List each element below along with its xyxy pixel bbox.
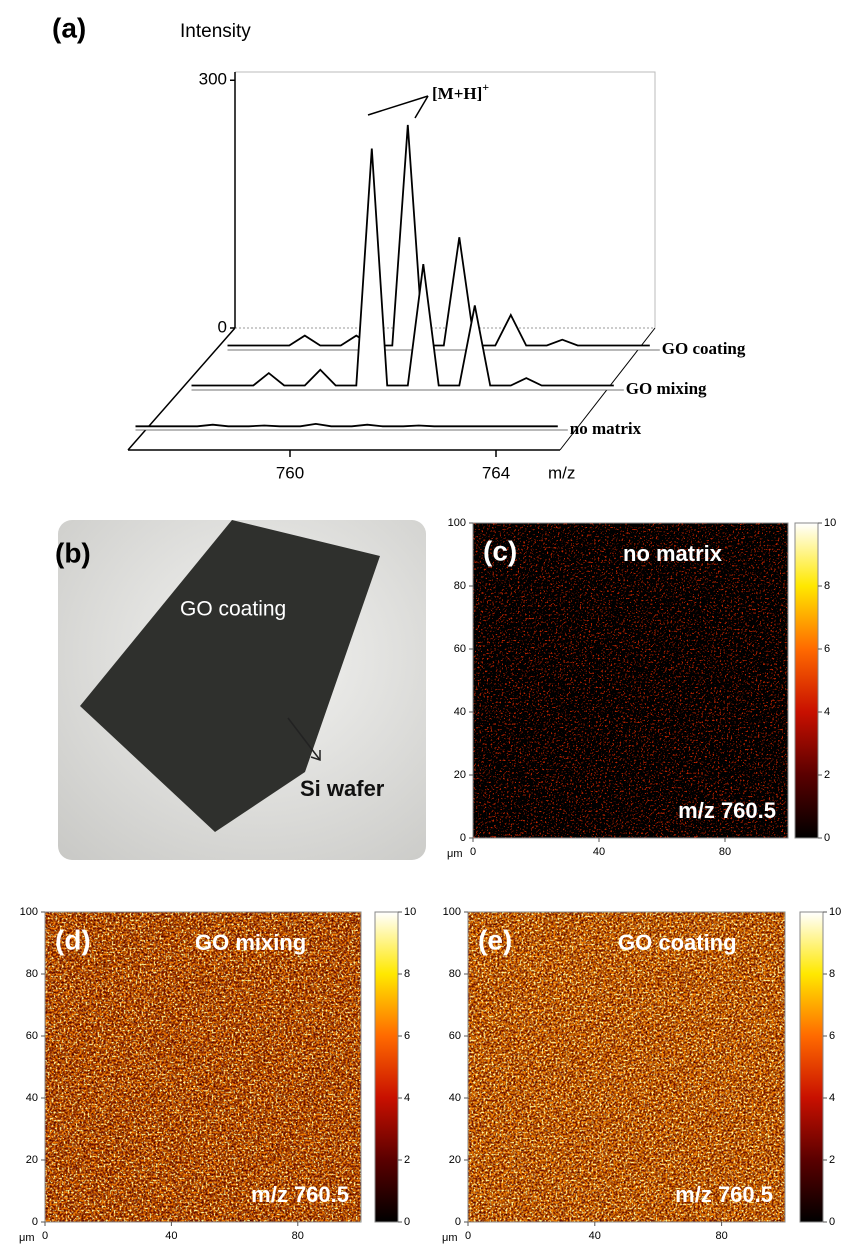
x-tick-label: 80 xyxy=(292,1230,304,1242)
colorbar-tick-label: 0 xyxy=(404,1216,410,1228)
photo-label: Si wafer xyxy=(300,776,385,801)
x-tick-label: 80 xyxy=(719,846,731,858)
y-tick-label: 40 xyxy=(454,706,466,718)
arrow-head xyxy=(310,750,321,762)
colorbar-tick-label: 0 xyxy=(829,1216,835,1228)
back-frame xyxy=(235,71,656,328)
wafer xyxy=(80,520,380,832)
photo-panel: (b) GO coating Si wafer xyxy=(55,520,426,860)
y-tick-label: 20 xyxy=(454,769,466,781)
plot-frame xyxy=(472,522,789,839)
plot-frame xyxy=(44,911,362,1223)
y-tick-label: 0 xyxy=(32,1216,38,1228)
heatmap-annotation: m/z 760.5 xyxy=(678,798,776,823)
colorbar xyxy=(799,911,824,1223)
heatmap-image xyxy=(45,912,361,1222)
colorbar-tick-label: 10 xyxy=(824,517,836,529)
colorbar-tick-label: 8 xyxy=(824,580,830,592)
annotation-pointer xyxy=(367,95,429,116)
trace-shade xyxy=(227,125,650,350)
colorbar-tick-label: 0 xyxy=(824,832,830,844)
y-tick-label: 100 xyxy=(448,517,466,529)
colorbar-tick-label: 2 xyxy=(829,1154,835,1166)
annotation: [M+H]+ xyxy=(432,80,489,103)
colorbar-tick-label: 8 xyxy=(829,968,835,980)
x-tick-label: 40 xyxy=(593,846,605,858)
colorbar xyxy=(794,522,819,839)
series-label: GO coating xyxy=(662,339,746,358)
colorbar-tick-label: 10 xyxy=(404,906,416,918)
arrow xyxy=(287,717,321,761)
colorbar-tick-label: 6 xyxy=(404,1030,410,1042)
heatmap-image xyxy=(473,523,788,838)
panel-label: (d) xyxy=(55,924,91,955)
x-tick-label: 0 xyxy=(470,846,476,858)
spectrum-trace xyxy=(191,148,614,387)
x-tick-label: 0 xyxy=(42,1230,48,1242)
spectrum-trace xyxy=(135,422,558,428)
y-tick-label: 100 xyxy=(443,906,461,918)
spectrum-trace xyxy=(227,124,650,347)
colorbar-tick-label: 2 xyxy=(404,1154,410,1166)
x-axis-label: m/z xyxy=(548,463,575,482)
x-axis-label: μm xyxy=(442,1232,458,1244)
panel-label: (e) xyxy=(478,924,512,955)
y-tick-label: 60 xyxy=(26,1030,38,1042)
y-tick-label: 80 xyxy=(449,968,461,980)
x-tick-label: 40 xyxy=(589,1230,601,1242)
x-tick-label: 760 xyxy=(276,463,304,482)
y-axis-label: Intensity xyxy=(180,21,251,42)
colorbar-tick-label: 4 xyxy=(824,706,830,718)
x-axis-label: μm xyxy=(19,1232,35,1244)
colorbar-tick-label: 8 xyxy=(404,968,410,980)
y-tick-label: 80 xyxy=(454,580,466,592)
y-tick-label: 0 xyxy=(460,832,466,844)
y-tick-label: 100 xyxy=(20,906,38,918)
y-tick-label: 0 xyxy=(218,317,227,336)
y-tick-label: 20 xyxy=(449,1154,461,1166)
x-tick-label: 80 xyxy=(715,1230,727,1242)
plot-frame xyxy=(467,911,786,1223)
series-label: no matrix xyxy=(570,419,642,438)
x-tick-label: 0 xyxy=(465,1230,471,1242)
colorbar-tick-label: 2 xyxy=(824,769,830,781)
y-tick-label: 60 xyxy=(454,643,466,655)
colorbar-tick-label: 4 xyxy=(404,1092,410,1104)
y-tick-label: 40 xyxy=(449,1092,461,1104)
annotation-text: [M+H] xyxy=(432,84,482,103)
y-tick-label: 300 xyxy=(199,70,227,89)
y-tick-label: 20 xyxy=(26,1154,38,1166)
y-tick-label: 40 xyxy=(26,1092,38,1104)
colorbar-tick-label: 4 xyxy=(829,1092,835,1104)
heatmap-title: no matrix xyxy=(623,541,723,566)
heatmap-annotation: m/z 760.5 xyxy=(675,1182,773,1207)
heatmap-image xyxy=(468,912,785,1222)
y-tick-label: 80 xyxy=(26,968,38,980)
series-label: GO mixing xyxy=(626,379,707,398)
heatmap-annotation: m/z 760.5 xyxy=(251,1182,349,1207)
colorbar xyxy=(374,911,399,1223)
x-tick-label: 40 xyxy=(165,1230,177,1242)
annotation-pointer xyxy=(414,95,429,119)
heatmap-title: GO coating xyxy=(618,930,737,955)
heatmap-title: GO mixing xyxy=(195,930,306,955)
panel-label: (b) xyxy=(55,537,91,568)
panel-label: (a) xyxy=(52,12,86,43)
y-tick-label: 60 xyxy=(449,1030,461,1042)
x-tick-label: 764 xyxy=(482,463,510,482)
colorbar-tick-label: 6 xyxy=(824,643,830,655)
colorbar-tick-label: 6 xyxy=(829,1030,835,1042)
y-tick-label: 0 xyxy=(455,1216,461,1228)
panel-label: (c) xyxy=(483,535,517,566)
x-axis-label: μm xyxy=(447,848,463,860)
colorbar-tick-label: 10 xyxy=(829,906,841,918)
annotation-sup: + xyxy=(482,80,489,94)
photo-label: GO coating xyxy=(180,598,286,621)
